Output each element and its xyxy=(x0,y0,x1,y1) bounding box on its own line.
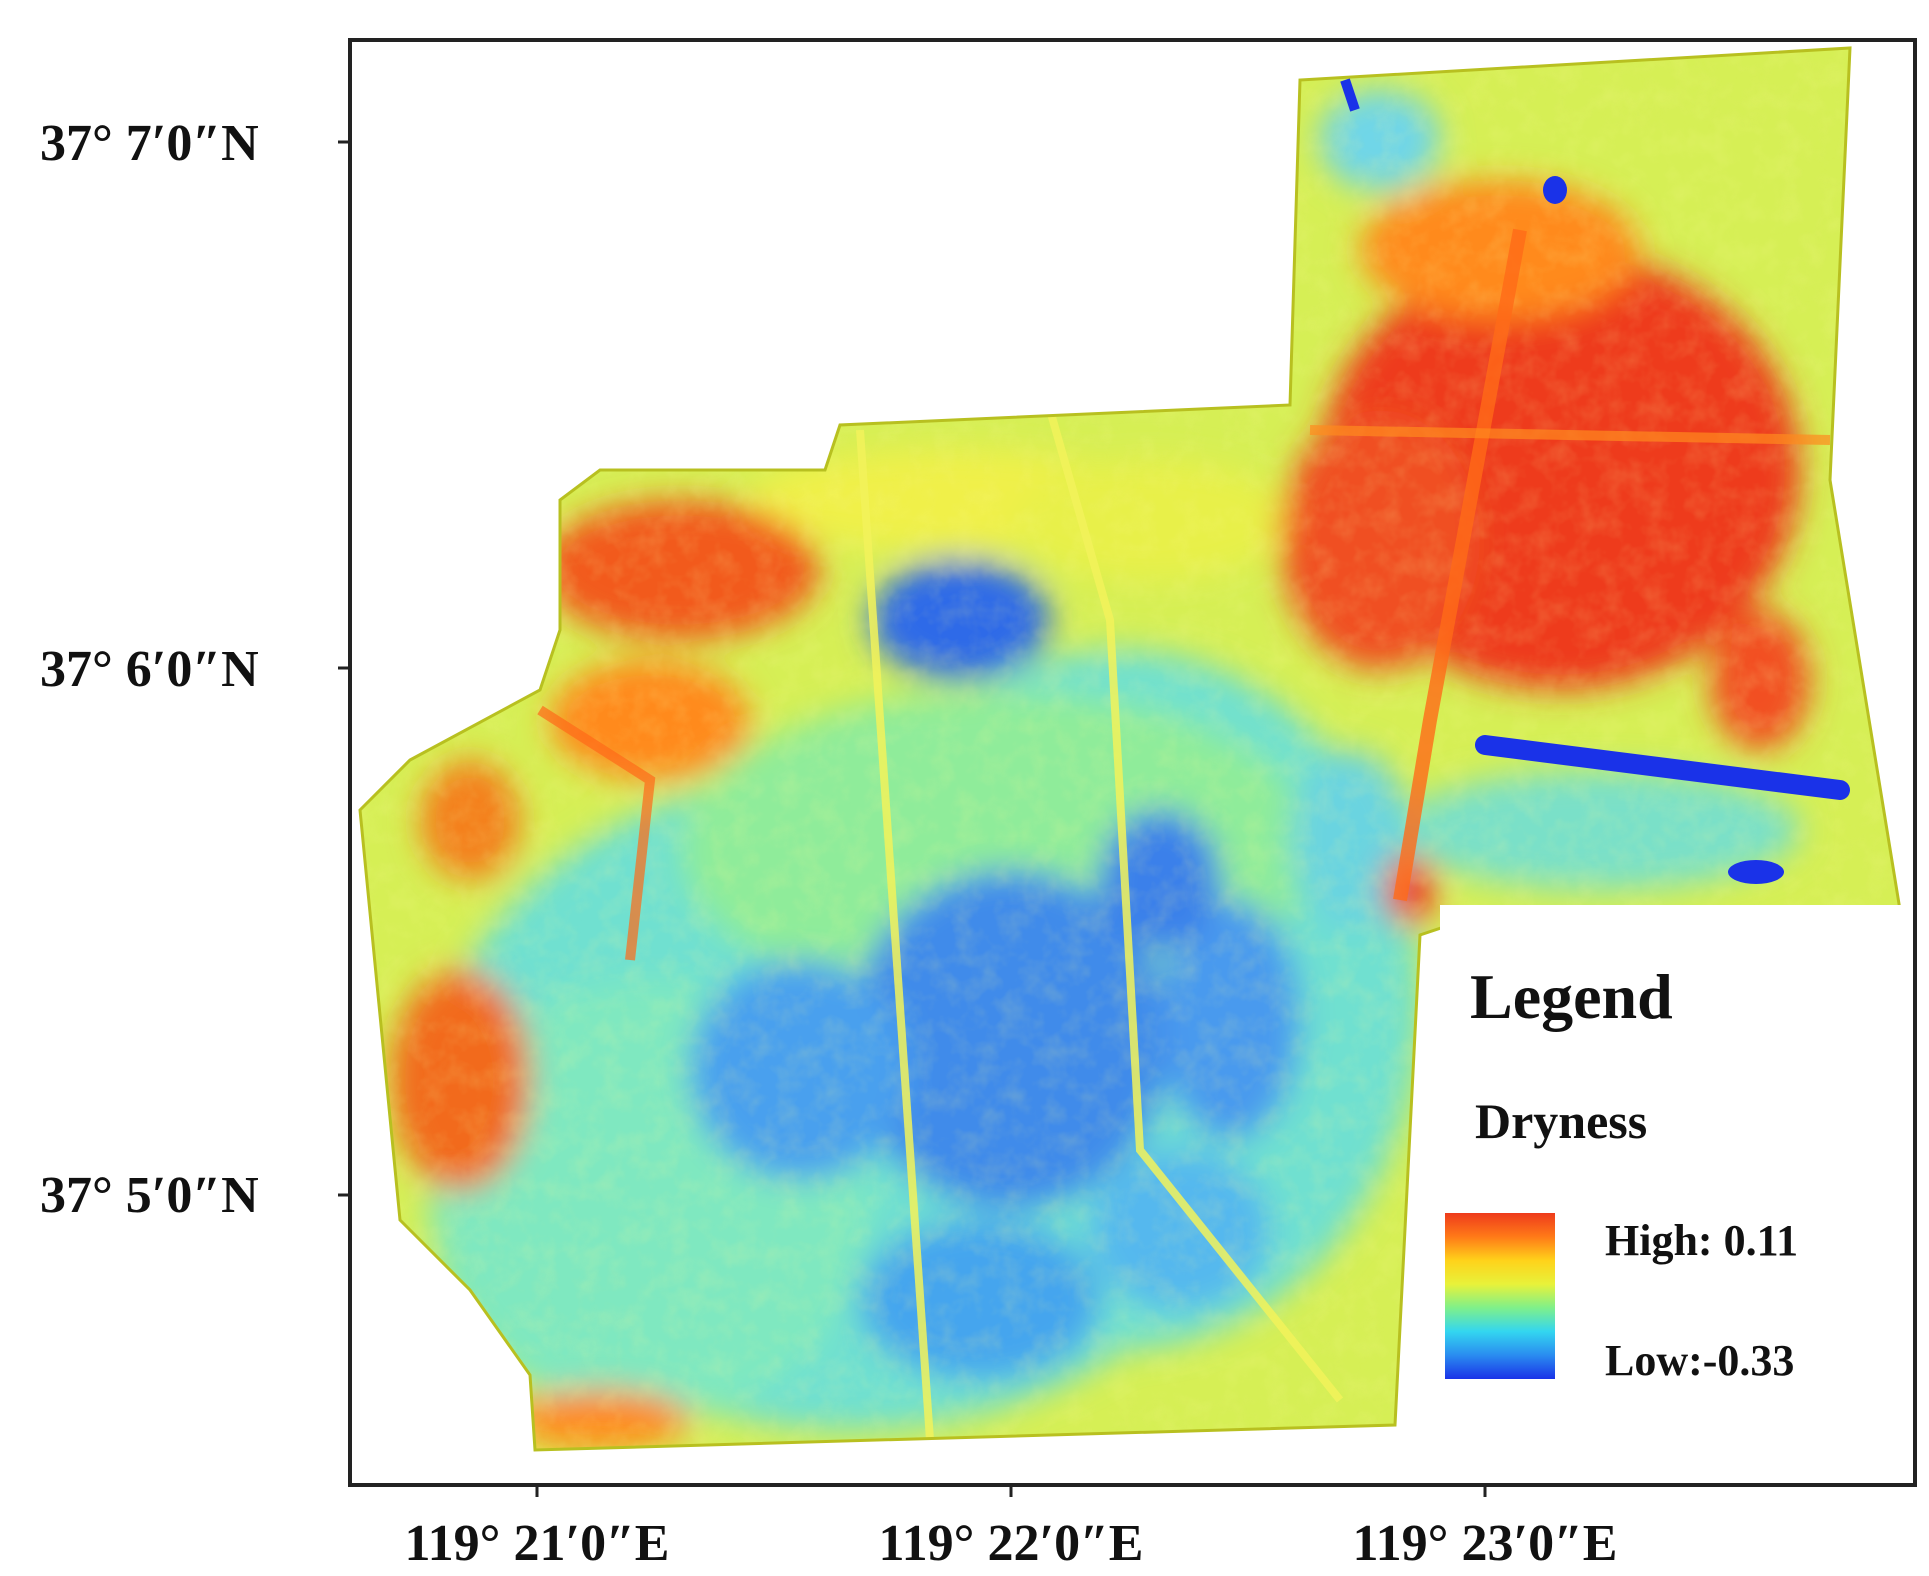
legend-color-ramp xyxy=(1445,1213,1555,1379)
map-legend: Legend Dryness High: 0.11 Low:-0.33 xyxy=(1440,905,1910,1385)
lon-label-119-21: 119° 21′0″E xyxy=(404,1515,670,1572)
legend-title: Legend xyxy=(1470,961,1673,1032)
lat-label-37-7: 37° 7′0″N xyxy=(40,115,259,172)
legend-variable: Dryness xyxy=(1475,1093,1648,1149)
lat-ticks xyxy=(338,140,350,1197)
lat-label-37-6: 37° 6′0″N xyxy=(40,641,259,698)
legend-low-label: Low:-0.33 xyxy=(1605,1336,1795,1385)
lon-label-119-23: 119° 23′0″E xyxy=(1352,1515,1618,1572)
lon-label-119-22: 119° 22′0″E xyxy=(878,1515,1144,1572)
lon-ticks xyxy=(535,1485,1487,1497)
lat-label-37-5: 37° 5′0″N xyxy=(40,1167,259,1224)
legend-high-label: High: 0.11 xyxy=(1605,1216,1799,1265)
